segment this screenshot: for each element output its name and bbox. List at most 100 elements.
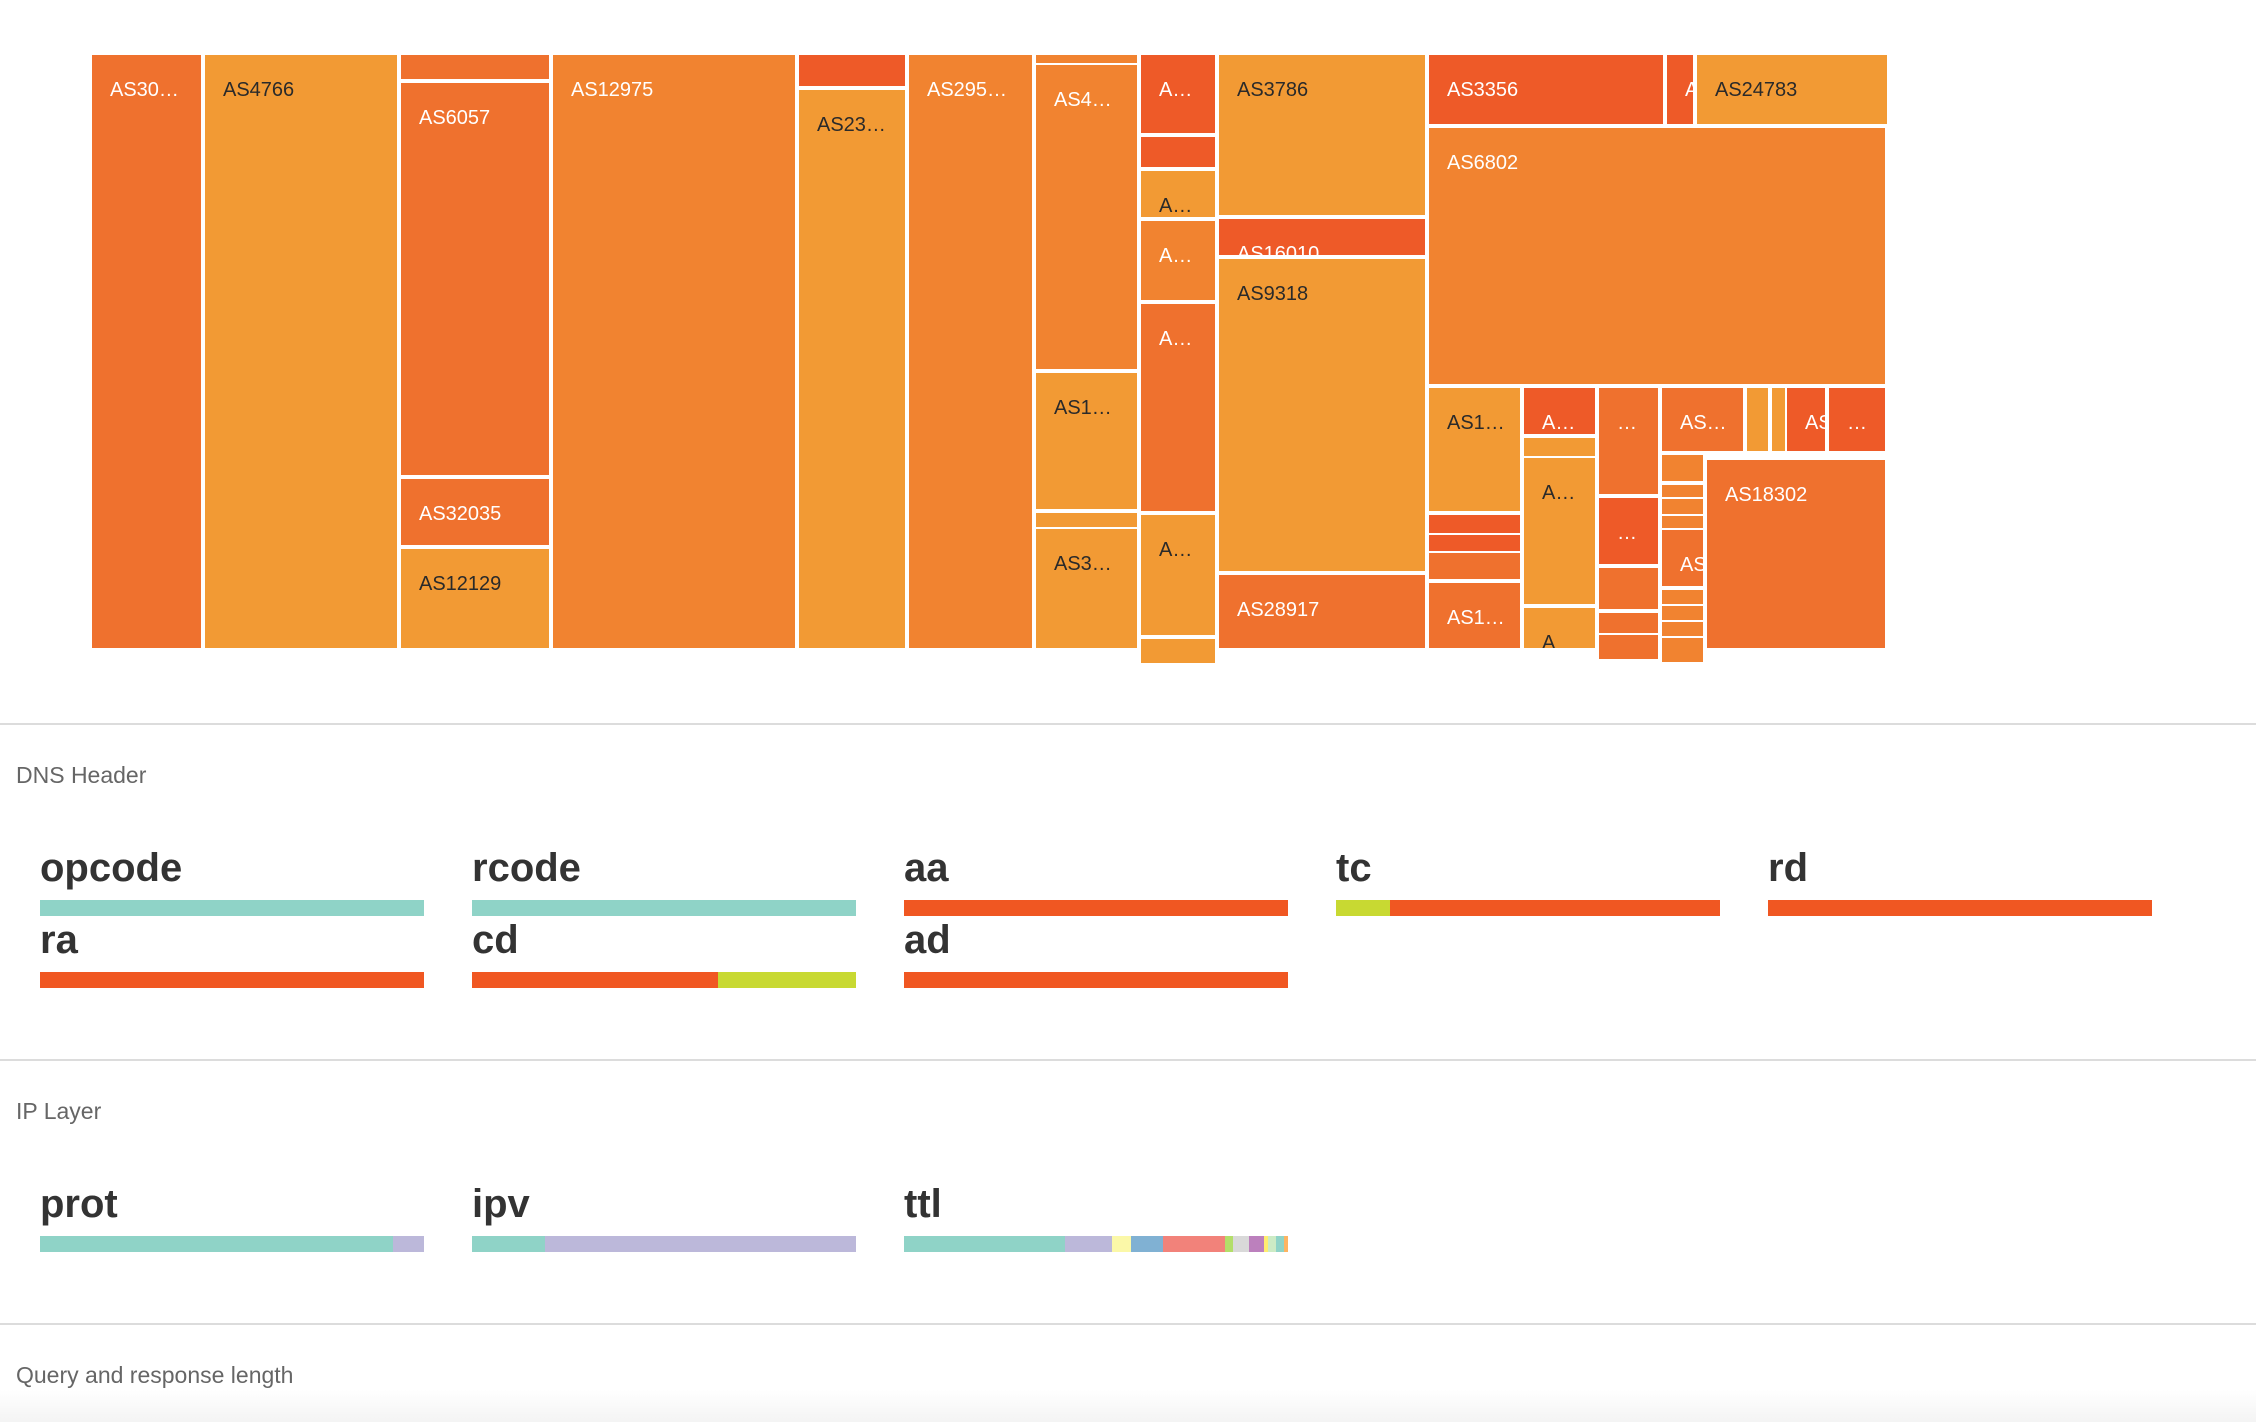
treemap-cell[interactable]: AS12129 (399, 547, 551, 650)
bar-segment[interactable] (1284, 1236, 1288, 1252)
treemap-cell[interactable]: AS3… (1034, 527, 1139, 650)
bar-segment[interactable] (1233, 1236, 1249, 1252)
treemap-cell[interactable]: A… (1139, 219, 1217, 302)
distribution-bar-opcode[interactable] (40, 900, 424, 916)
treemap-cell[interactable]: … (1597, 386, 1660, 496)
bar-segment[interactable] (717, 972, 856, 988)
section-divider (0, 723, 2256, 725)
bar-segment[interactable] (40, 972, 424, 988)
distribution-bar-aa[interactable] (904, 900, 1288, 916)
distribution-bar-ttl[interactable] (904, 1236, 1288, 1252)
treemap-cell[interactable]: AS3356 (1427, 53, 1665, 126)
treemap-cell[interactable]: AS4766 (203, 53, 399, 650)
treemap-cell[interactable]: AS18302 (1705, 458, 1887, 650)
bar-segment[interactable] (904, 900, 1288, 916)
field-name-aa: aa (904, 846, 949, 890)
treemap-cell[interactable]: A (1665, 53, 1695, 126)
distribution-bar-rcode[interactable] (472, 900, 856, 916)
section-divider (0, 1323, 2256, 1325)
treemap-cell[interactable]: AS16010 (1217, 217, 1427, 257)
bar-segment[interactable] (393, 1236, 424, 1252)
field-ipv: ipv (472, 1182, 856, 1252)
treemap-cell[interactable]: AS12975 (551, 53, 797, 650)
treemap-cell[interactable] (1427, 551, 1522, 581)
section-divider (0, 1059, 2256, 1061)
treemap-cell[interactable]: AS24783 (1695, 53, 1889, 126)
treemap-cell[interactable]: AS3786 (1217, 53, 1427, 217)
bar-segment[interactable] (1225, 1236, 1234, 1252)
distribution-bar-tc[interactable] (1336, 900, 1720, 916)
treemap-cell[interactable] (1745, 386, 1770, 453)
field-name-rd: rd (1768, 846, 1808, 890)
bar-segment[interactable] (1064, 1236, 1112, 1252)
field-name-ra: ra (40, 918, 78, 962)
treemap-cell[interactable]: AS28917 (1217, 573, 1427, 650)
treemap-cell[interactable]: AS1… (1427, 581, 1522, 650)
treemap-cell[interactable]: A… (1522, 386, 1597, 436)
field-name-prot: prot (40, 1182, 118, 1226)
distribution-bar-ra[interactable] (40, 972, 424, 988)
field-ra: ra (40, 918, 424, 988)
bar-segment[interactable] (1131, 1236, 1163, 1252)
bar-segment[interactable] (904, 972, 1288, 988)
treemap-cell[interactable] (1597, 566, 1660, 611)
bar-segment[interactable] (1336, 900, 1390, 916)
bar-segment[interactable] (904, 1236, 1065, 1252)
treemap-cell[interactable] (797, 53, 907, 88)
treemap-cell[interactable]: A… (1139, 53, 1217, 135)
treemap-cell[interactable] (1660, 636, 1705, 664)
bar-segment[interactable] (1264, 1236, 1269, 1252)
treemap-cell[interactable]: A… (1522, 456, 1597, 606)
treemap-cell[interactable] (1660, 453, 1705, 483)
bar-segment[interactable] (40, 1236, 394, 1252)
treemap-cell[interactable]: AS6057 (399, 81, 551, 477)
field-opcode: opcode (40, 846, 424, 916)
treemap-cell[interactable]: AS23… (797, 88, 907, 650)
bar-segment[interactable] (1389, 900, 1720, 916)
bar-segment[interactable] (544, 1236, 856, 1252)
field-rcode: rcode (472, 846, 856, 916)
treemap-cell[interactable] (1597, 633, 1660, 661)
treemap-cell[interactable]: A… (1139, 302, 1217, 513)
treemap-cell[interactable]: AS (1785, 386, 1827, 453)
treemap-cell[interactable]: AS295… (907, 53, 1034, 650)
treemap-cell[interactable]: AS32035 (399, 477, 551, 547)
distribution-bar-ad[interactable] (904, 972, 1288, 988)
bar-segment[interactable] (40, 900, 424, 916)
treemap-cell[interactable]: AS1… (1034, 371, 1139, 511)
as-treemap[interactable]: AS30… AS4766 AS6057 AS32035 AS12129 AS12975 AS… (90, 53, 1889, 665)
distribution-bar-ipv[interactable] (472, 1236, 856, 1252)
distribution-bar-cd[interactable] (472, 972, 856, 988)
bar-segment[interactable] (1768, 900, 2152, 916)
treemap-cell[interactable]: AS30… (90, 53, 203, 650)
bar-segment[interactable] (1248, 1236, 1265, 1252)
treemap-cell[interactable] (1139, 637, 1217, 665)
treemap-cell[interactable] (399, 53, 551, 81)
bar-segment[interactable] (1268, 1236, 1277, 1252)
field-name-ttl: ttl (904, 1182, 942, 1226)
bar-segment[interactable] (1276, 1236, 1284, 1252)
bar-segment[interactable] (472, 1236, 545, 1252)
field-aa: aa (904, 846, 1288, 916)
treemap-cell[interactable]: AS1… (1427, 386, 1522, 513)
treemap-cell[interactable]: AS4… (1034, 63, 1139, 371)
treemap-cell[interactable]: AS6802 (1427, 126, 1887, 386)
treemap-cell[interactable]: AS (1660, 528, 1705, 588)
field-name-ad: ad (904, 918, 951, 962)
treemap-cell[interactable]: AS9318 (1217, 257, 1427, 573)
distribution-bar-prot[interactable] (40, 1236, 424, 1252)
chart-area-fade (0, 1390, 2256, 1422)
treemap-cell[interactable]: … (1597, 496, 1660, 566)
treemap-cell[interactable]: A… (1139, 513, 1217, 637)
bar-segment[interactable] (472, 972, 718, 988)
bar-segment[interactable] (472, 900, 856, 916)
treemap-cell[interactable]: … (1827, 386, 1887, 453)
section-title-dns-header: DNS Header (16, 762, 147, 788)
bar-segment[interactable] (1111, 1236, 1132, 1252)
treemap-cell[interactable]: A… (1139, 169, 1217, 219)
distribution-bar-rd[interactable] (1768, 900, 2152, 916)
treemap-cell[interactable]: AS… (1660, 386, 1745, 453)
bar-segment[interactable] (1162, 1236, 1226, 1252)
treemap-cell[interactable] (1139, 135, 1217, 169)
treemap-cell[interactable]: A (1522, 606, 1597, 650)
